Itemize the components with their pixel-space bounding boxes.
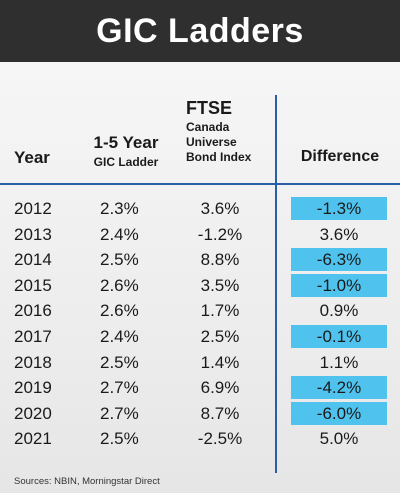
difference-cell: 1.1%: [319, 352, 359, 372]
ftse-index-cell: -1.2%: [197, 224, 243, 244]
year-cell: 2014: [14, 250, 52, 270]
ftse-index-cell: 1.4%: [200, 352, 240, 372]
table-row: 2018 2.5% 1.4% 1.1%: [0, 350, 400, 376]
gic-ladder-cell: 2.5%: [100, 352, 139, 372]
header-divider: [0, 183, 400, 185]
difference-cell: -4.2%: [291, 376, 387, 400]
header-ftse-sub1: Canada: [186, 120, 230, 134]
year-cell: 2016: [14, 301, 52, 321]
difference-cell: -6.3%: [291, 248, 387, 272]
page-title: GIC Ladders: [96, 11, 304, 50]
gic-ladder-cell: 2.6%: [100, 275, 139, 295]
header-gic-ladder: 1-5 Year GIC Ladder: [84, 133, 168, 169]
header-gic-line1: 1-5 Year: [93, 133, 159, 152]
year-cell: 2020: [14, 403, 52, 423]
title-bar: GIC Ladders: [0, 0, 400, 62]
gic-ladder-cell: 2.5%: [100, 429, 139, 449]
year-cell: 2015: [14, 275, 52, 295]
header-difference: Difference: [300, 148, 380, 165]
gic-ladder-cell: 2.3%: [100, 199, 139, 218]
difference-cell: 0.9%: [319, 301, 359, 321]
gic-ladder-cell: 2.6%: [100, 301, 139, 321]
table-row: 2012 2.3% 3.6% -1.3%: [0, 196, 400, 222]
header-ftse-sub2: Universe: [186, 135, 237, 149]
ftse-index-cell: 8.8%: [200, 250, 240, 270]
gic-ladder-cell: 2.5%: [100, 250, 139, 270]
difference-cell: 3.6%: [319, 224, 359, 244]
ftse-index-cell: 2.5%: [200, 327, 240, 346]
table-row: 2015 2.6% 3.5% -1.0%: [0, 273, 400, 299]
ftse-index-cell: 1.7%: [200, 301, 240, 321]
header-ftse: FTSE Canada Universe Bond Index: [186, 98, 276, 164]
ftse-index-cell: 8.7%: [200, 403, 240, 423]
year-cell: 2013: [14, 224, 52, 244]
header-ftse-line1: FTSE: [186, 98, 233, 118]
year-cell: 2012: [14, 199, 52, 218]
ftse-index-cell: 3.6%: [200, 199, 240, 218]
table-row: 2019 2.7% 6.9% -4.2%: [0, 375, 400, 401]
difference-cell: 5.0%: [319, 429, 359, 449]
year-cell: 2017: [14, 327, 52, 346]
header-year: Year: [14, 148, 50, 167]
header-gic-line2: GIC Ladder: [93, 155, 159, 169]
gic-ladder-cell: 2.7%: [100, 403, 139, 423]
difference-cell: -1.3%: [291, 197, 387, 220]
difference-cell: -1.0%: [291, 273, 387, 297]
sources-note: Sources: NBIN, Morningstar Direct: [14, 476, 160, 487]
difference-cell: -6.0%: [291, 401, 387, 425]
gic-ladder-cell: 2.4%: [100, 224, 139, 244]
gic-ladder-cell: 2.4%: [100, 327, 139, 346]
year-cell: 2021: [14, 429, 52, 449]
table-row: 2021 2.5% -2.5% 5.0%: [0, 426, 400, 452]
table-row: 2013 2.4% -1.2% 3.6%: [0, 222, 400, 248]
year-cell: 2018: [14, 352, 52, 372]
header-ftse-sub3: Bond Index: [186, 150, 252, 164]
ftse-index-cell: 6.9%: [200, 378, 240, 398]
year-cell: 2019: [14, 378, 52, 398]
ftse-index-cell: 3.5%: [200, 275, 240, 295]
table-row: 2014 2.5% 8.8% -6.3%: [0, 247, 400, 273]
gic-ladder-cell: 2.7%: [100, 378, 139, 398]
table-row: 2016 2.6% 1.7% 0.9%: [0, 298, 400, 324]
table-row: 2020 2.7% 8.7% -6.0%: [0, 401, 400, 427]
column-divider: [275, 95, 277, 473]
table-row: 2017 2.4% 2.5% -0.1%: [0, 324, 400, 350]
difference-cell: -0.1%: [291, 325, 387, 348]
ftse-index-cell: -2.5%: [197, 429, 243, 449]
